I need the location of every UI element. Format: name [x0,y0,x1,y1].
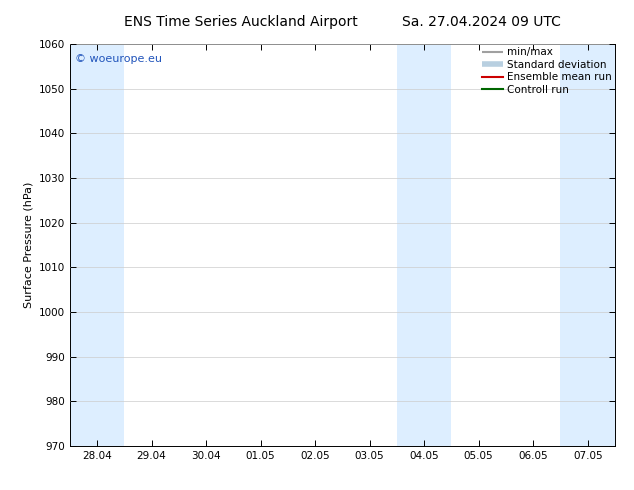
Bar [397,44,451,446]
Text: © woeurope.eu: © woeurope.eu [75,54,162,64]
Bar [560,44,615,446]
Legend: min/max, Standard deviation, Ensemble mean run, Controll run: min/max, Standard deviation, Ensemble me… [482,47,612,95]
Text: Sa. 27.04.2024 09 UTC: Sa. 27.04.2024 09 UTC [403,15,561,29]
Bar [70,44,124,446]
Text: ENS Time Series Auckland Airport: ENS Time Series Auckland Airport [124,15,358,29]
Y-axis label: Surface Pressure (hPa): Surface Pressure (hPa) [23,182,33,308]
